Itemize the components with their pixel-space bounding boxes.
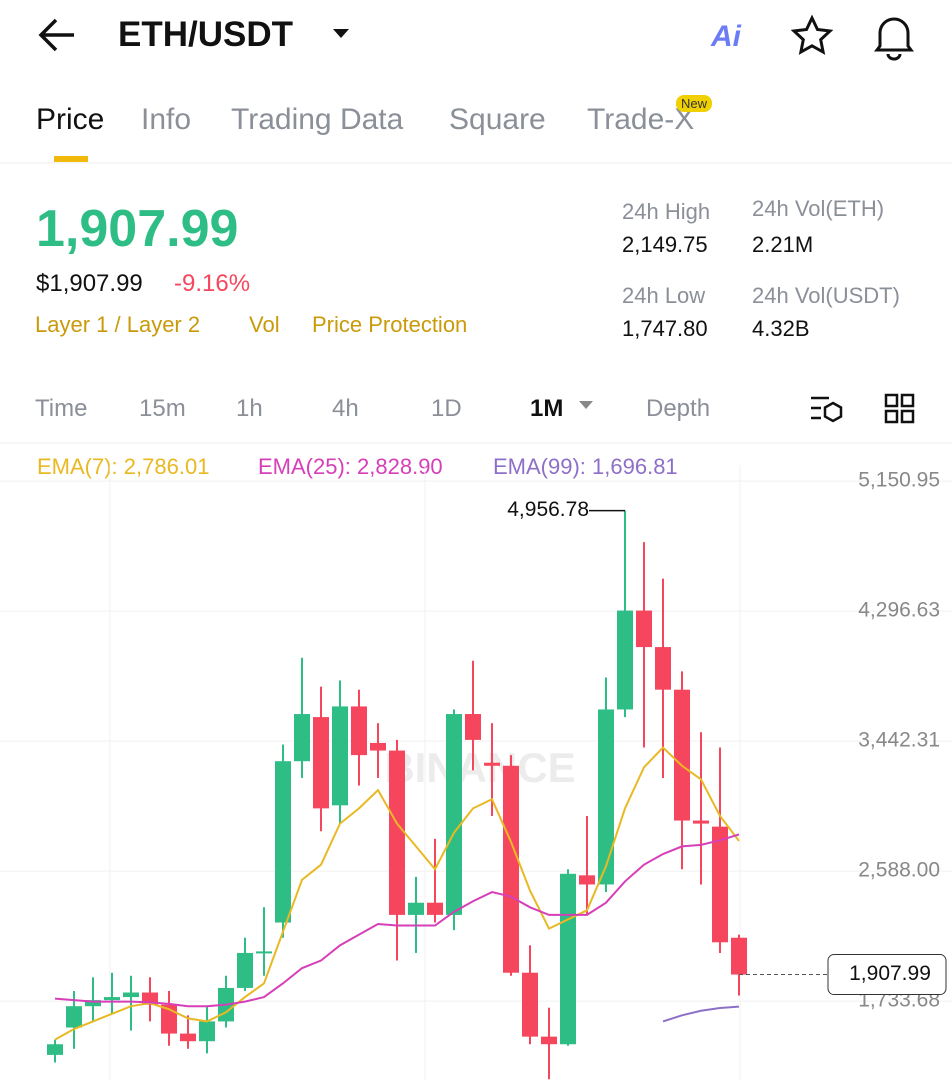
candle-body — [617, 610, 633, 710]
candle-body — [598, 709, 614, 885]
candle-body — [712, 826, 728, 943]
candle-body — [541, 1036, 557, 1045]
watermark: BINANCE — [384, 744, 575, 791]
candle-body — [484, 762, 500, 766]
stat-label: 24h High — [622, 199, 711, 224]
tab[interactable]: Square — [449, 103, 546, 136]
stat-label: 24h Vol(USDT) — [752, 283, 900, 308]
candle-body — [66, 1006, 82, 1028]
candle-body — [408, 902, 424, 915]
y-tick-label: 4,296.63 — [858, 599, 940, 622]
ema-line — [54, 833, 740, 1008]
price-tag-box — [827, 954, 947, 996]
interval[interactable]: 1h — [236, 395, 263, 422]
dropdown-icon[interactable] — [333, 29, 349, 38]
ema-line — [662, 1005, 740, 1023]
y-tick-label: 5,150.95 — [858, 469, 940, 492]
candle-body — [47, 1044, 63, 1055]
tab[interactable]: Trade-X — [587, 103, 695, 136]
stat-value: 1,747.80 — [622, 316, 708, 341]
tag[interactable]: Price Protection — [312, 312, 468, 337]
candle-body — [655, 647, 671, 690]
interval[interactable]: Time — [35, 395, 88, 422]
new-badge: New — [676, 95, 713, 112]
candle-body — [256, 951, 272, 954]
candle-body — [446, 714, 462, 915]
tab[interactable]: Trading Data — [231, 103, 404, 136]
y-tick-label: 2,588.00 — [858, 859, 940, 882]
candle-body — [85, 1000, 101, 1007]
candle-body — [332, 706, 348, 806]
candle-body — [503, 765, 519, 973]
stat-value: 4.32B — [752, 316, 810, 341]
candle-body — [275, 761, 291, 923]
candle-body — [579, 875, 595, 885]
candle-body — [389, 750, 405, 915]
stat-label: 24h Vol(ETH) — [752, 196, 885, 221]
usd-price: $1,907.99 — [36, 270, 143, 297]
y-tick-label: 3,442.31 — [858, 729, 940, 752]
interval[interactable]: 15m — [139, 395, 186, 422]
pair-title[interactable]: ETH/USDT — [118, 15, 293, 54]
price-change: -9.16% — [174, 270, 251, 297]
candle-body — [294, 714, 310, 762]
interval[interactable]: Depth — [646, 395, 711, 422]
price-tag: 1,907.99 — [849, 962, 931, 985]
tag[interactable]: Vol — [249, 312, 280, 337]
stat-value: 2,149.75 — [622, 232, 708, 257]
candle-body — [522, 972, 538, 1037]
stat-value: 2.21M — [752, 232, 814, 257]
tag[interactable]: Layer 1 / Layer 2 — [35, 312, 201, 337]
ema-line — [54, 746, 740, 1041]
candle-body — [731, 937, 747, 975]
interval[interactable]: 4h — [332, 395, 359, 422]
last-price: 1,907.99 — [36, 200, 239, 258]
ema-label: EMA(25): 2,828.90 — [258, 454, 443, 479]
candle-body — [313, 717, 329, 809]
high-annotation: 4,956.78 — [507, 498, 589, 521]
layout-icon[interactable] — [884, 393, 915, 424]
tab[interactable]: Info — [141, 103, 192, 136]
interval[interactable]: 1M — [530, 395, 564, 422]
interval-dropdown[interactable] — [579, 401, 593, 409]
ai-button[interactable]: Ai — [711, 20, 741, 53]
candle-body — [237, 952, 253, 988]
candle-body — [465, 714, 481, 740]
settings-icon[interactable] — [811, 396, 843, 423]
candle-body — [560, 873, 576, 1045]
candle-body — [351, 706, 367, 756]
candle-body — [427, 902, 443, 915]
back-icon[interactable] — [38, 18, 74, 52]
ema-label: EMA(99): 1,696.81 — [493, 454, 678, 479]
candle-body — [199, 1021, 215, 1042]
candle-body — [693, 820, 709, 824]
candle-body — [180, 1033, 196, 1042]
stat-label: 24h Low — [622, 283, 706, 308]
star-icon[interactable] — [790, 14, 834, 55]
candle-body — [636, 610, 652, 648]
ema-label: EMA(7): 2,786.01 — [37, 454, 210, 479]
tab[interactable]: Price — [36, 103, 105, 136]
candle-body — [123, 992, 139, 998]
tab-indicator — [54, 156, 88, 162]
interval[interactable]: 1D — [431, 395, 462, 422]
candle-body — [104, 997, 120, 1001]
bell-icon[interactable] — [874, 17, 914, 61]
candle-body — [370, 742, 386, 751]
candle-body — [674, 689, 690, 821]
chart: BINANCE1,733.682,588.003,442.314,296.635… — [0, 465, 952, 1080]
